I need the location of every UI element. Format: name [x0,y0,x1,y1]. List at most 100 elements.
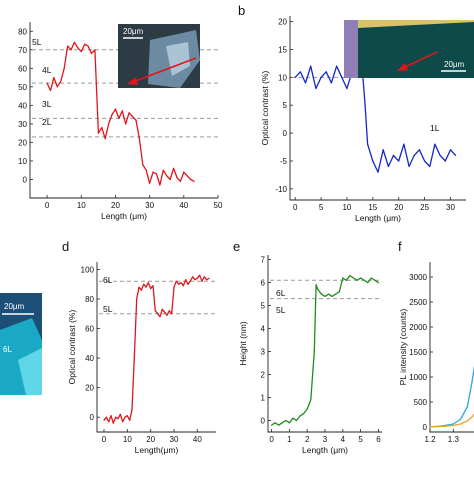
panel-letter-b: b [238,3,245,18]
chart-panel-f: 1.2 1.3 0 500 1000 1500 2000 2500 3000 PL intensi… [398,262,474,444]
x-tick-label: 0 [293,203,298,212]
data-point [324,295,326,297]
data-point [304,82,307,84]
data-point [118,117,120,119]
data-point [320,76,322,78]
data-point [149,182,151,184]
data-point [159,316,161,318]
data-point [319,291,321,293]
y-tick-label: 1500 [409,348,427,357]
y-tick-label: 50 [18,83,27,92]
y-tick-label: -10 [275,185,287,194]
inset-micrograph-c: 20μm 6L [0,293,42,395]
data-point [306,408,308,410]
data-point [183,171,185,173]
x-tick-label: 20 [394,203,403,212]
data-point [310,399,312,401]
y-tick-label: 2 [261,371,266,380]
data-point [143,283,145,285]
inset-a-arrowhead-icon [127,77,138,85]
data-point [281,422,283,424]
reference-label-6L: 6L [103,275,113,285]
y-tick-label: 0 [90,413,95,422]
series-line-f-0 [429,365,474,428]
reference-label-1L: 1L [430,123,440,133]
y-axis-label: Optical contrast (%) [67,310,77,385]
y-tick-label: 5 [261,302,266,311]
y-tick-label: 0 [423,423,428,432]
chart-panel-e: 0 1 2 3 4 5 6 0 1 2 3 4 5 6 7 Length (μm) Height (nm) 6L 5… [238,255,382,455]
data-point [171,313,173,315]
reference-label-3L: 3L [42,99,52,109]
data-point [169,178,171,181]
data-point [413,154,415,156]
data-point [187,283,189,285]
inset-b-scale-label: 20μm [444,60,465,69]
y-axis-label: PL intensity (counts) [398,308,408,385]
series-line-d-0 [103,274,210,424]
data-point [152,285,154,287]
data-point [370,277,372,279]
inset-a-arrow [132,57,197,83]
y-tick-label: 20 [18,138,27,147]
y-tick-label: 3000 [409,273,427,282]
data-point [179,180,181,182]
x-tick-label: 5 [319,203,324,212]
inset-b-edge [344,20,358,78]
y-tick-label: 10 [278,73,287,82]
y-tick-label: 40 [85,354,94,363]
data-point [203,276,205,278]
data-point [208,277,210,279]
y-tick-label: 100 [81,265,95,274]
x-tick-label: 10 [342,203,351,212]
panel-letter-f: f [398,239,402,254]
data-point [168,310,170,312]
data-point [374,279,376,281]
data-point [142,164,144,166]
y-tick-label: 15 [278,45,287,54]
data-point [147,282,149,284]
y-tick-label: 60 [85,325,94,334]
data-point [140,289,142,291]
data-point [294,76,296,78]
x-tick-label: 40 [193,435,202,444]
data-point [452,423,454,425]
series-line-f-1 [429,413,474,428]
data-point [295,419,298,422]
y-tick-label: 1 [261,394,266,403]
data-point [155,173,158,175]
x-tick-label: 25 [420,203,429,212]
data-point [331,295,333,297]
x-tick-label: 30 [170,435,179,444]
data-point [112,422,114,424]
data-point [466,406,468,408]
data-point [77,47,79,49]
data-point [352,277,355,279]
data-point [145,286,147,288]
data-point [53,77,55,79]
inset-micrograph-a: 20μm [118,24,200,88]
data-point [178,283,180,285]
data-point [131,115,134,118]
y-tick-label: 20 [278,18,287,27]
data-point [429,165,431,168]
data-point [103,419,105,421]
data-point [310,65,312,67]
x-tick-label: 1.3 [448,435,460,444]
y-tick-label: 0 [23,175,28,184]
y-tick-label: 7 [261,256,266,265]
data-point [67,45,69,47]
data-point [182,285,184,287]
data-point [115,416,117,418]
y-tick-label: 6 [261,279,266,288]
data-point [56,86,58,88]
data-point [349,275,351,277]
data-point [124,416,126,418]
data-point [201,280,203,282]
data-point [452,424,454,427]
data-point [285,419,287,422]
y-tick-label: 80 [18,27,27,36]
data-point [145,169,147,171]
data-point [288,422,290,424]
